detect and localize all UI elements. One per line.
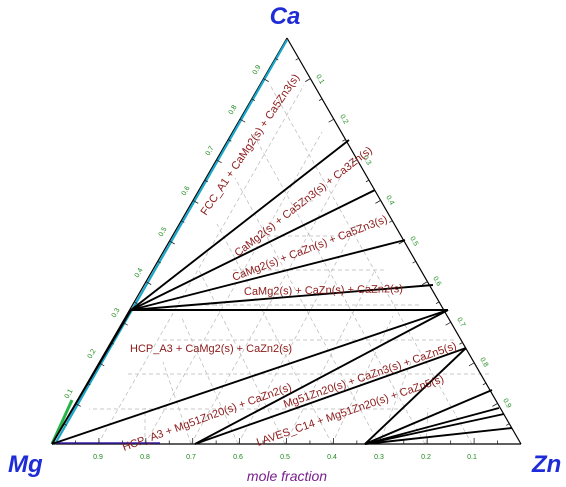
tick-label: 0.7 <box>205 145 216 157</box>
tick-mark <box>482 382 487 386</box>
right-tick-labels: 0.1 0.2 0.3 0.4 0.5 0.6 0.7 0.8 0.9 <box>314 74 512 410</box>
tick-mark <box>435 301 440 304</box>
tick-mark <box>398 240 405 245</box>
tick-mark <box>204 179 208 183</box>
tick-mark <box>342 139 346 142</box>
tick-mark <box>365 179 370 183</box>
tick-mark <box>157 260 161 264</box>
tick-mark <box>506 423 510 426</box>
tick-label: 0.2 <box>338 114 349 126</box>
region-label-fcc: FCC_A1 + CaMg2(s) + Ca5Zn3(s) <box>199 72 303 218</box>
tick-mark <box>351 159 358 164</box>
axis-label: mole fraction <box>247 468 327 484</box>
tick-label: 0.5 <box>158 226 169 238</box>
tick-mark <box>275 57 279 61</box>
tick-mark <box>239 118 246 123</box>
tick-label: 0.6 <box>181 185 192 197</box>
tick-mark <box>192 200 199 204</box>
tick-label: 0.7 <box>186 454 196 461</box>
phase-boundaries <box>51 139 513 445</box>
tick-label: 0.4 <box>134 267 145 279</box>
tick-label: 0.8 <box>478 357 489 369</box>
region-label-cazn2: CaMg2(s) + CaZn(s) + CaZn2(s) <box>244 283 403 298</box>
tick-label: 0.5 <box>408 236 419 248</box>
tick-mark <box>412 260 416 264</box>
grid-lines <box>89 84 489 445</box>
region-label-ca3zn: CaMg2(s) + Ca5Zn3(s) + Ca3Zn(s) <box>232 145 374 260</box>
tick-label: 0.3 <box>374 454 384 461</box>
tick-label: 0.4 <box>327 454 337 461</box>
tick-mark <box>181 220 185 223</box>
tick-mark <box>492 403 498 407</box>
tick-label: 0.1 <box>64 388 75 400</box>
tick-label: 0.3 <box>111 307 122 319</box>
tick-mark <box>328 118 334 123</box>
tick-label: 0.2 <box>87 348 98 360</box>
tick-mark <box>169 240 175 245</box>
tick-label: 0.8 <box>228 104 239 116</box>
tick-mark <box>228 139 232 142</box>
tick-label: 0.4 <box>384 195 395 207</box>
tick-mark <box>305 78 311 82</box>
tick-label: 0.9 <box>501 398 512 410</box>
tick-label: 0.8 <box>140 454 150 461</box>
tick-mark <box>389 220 393 223</box>
bottom-tick-labels: 0.9 0.8 0.7 0.6 0.5 0.4 0.3 0.2 0.1 <box>93 454 477 461</box>
tick-label: 0.2 <box>421 454 431 461</box>
corner-label-left: Mg <box>8 451 43 478</box>
tick-mark <box>295 57 299 61</box>
tick-mark <box>468 362 475 367</box>
region-labels: FCC_A1 + CaMg2(s) + Ca5Zn3(s) CaMg2(s) +… <box>121 72 458 454</box>
tick-mark <box>134 301 138 304</box>
tick-mark <box>459 342 463 345</box>
corner-label-right: Zn <box>531 451 561 478</box>
tick-mark <box>318 98 323 101</box>
tick-label: 0.6 <box>431 276 442 288</box>
tick-mark <box>422 281 428 285</box>
corner-label-top: Ca <box>270 3 301 30</box>
left-tick-labels: 0.1 0.2 0.3 0.4 0.5 0.6 0.7 0.8 0.9 <box>64 64 263 400</box>
tick-mark <box>263 78 269 82</box>
tick-label: 0.3 <box>361 155 372 167</box>
tick-label: 0.9 <box>252 64 263 76</box>
tick-label: 0.5 <box>280 454 290 461</box>
tick-label: 0.1 <box>314 74 325 86</box>
tick-label: 0.1 <box>467 454 477 461</box>
tick-mark <box>445 321 451 326</box>
tick-mark <box>145 281 152 285</box>
tick-mark <box>251 98 255 101</box>
tick-mark <box>216 159 222 164</box>
tick-label: 0.9 <box>93 454 103 461</box>
tick-mark <box>375 200 381 204</box>
tick-label: 0.7 <box>455 317 466 329</box>
region-label-hcp-camg2: HCP_A3 + CaMg2(s) + CaZn2(s) <box>130 343 292 355</box>
tick-label: 0.6 <box>233 454 243 461</box>
